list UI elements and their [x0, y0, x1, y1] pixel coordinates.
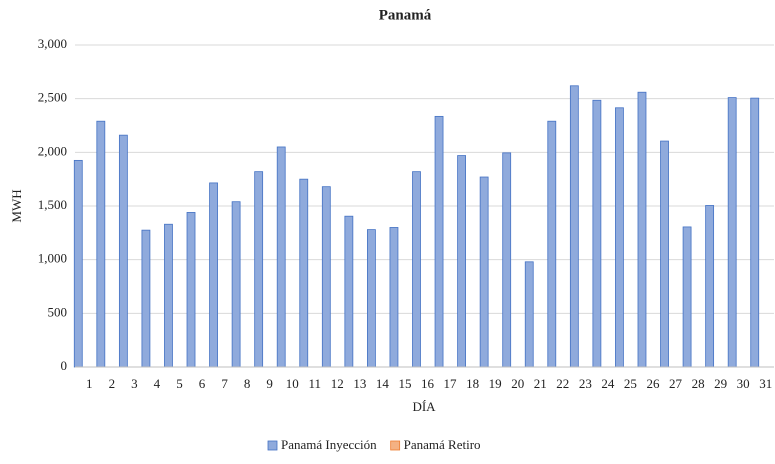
legend-swatch — [390, 440, 401, 451]
x-tick-label: 25 — [624, 376, 637, 391]
y-tick-label: 1,000 — [38, 251, 67, 266]
x-tick-label: 19 — [489, 376, 502, 391]
x-tick-label: 20 — [511, 376, 524, 391]
bar — [412, 171, 421, 368]
bar — [705, 205, 715, 368]
legend-label: Panamá Inyección — [281, 437, 377, 452]
bar — [96, 120, 106, 368]
x-tick-label: 5 — [176, 376, 183, 391]
bar — [637, 91, 647, 368]
bar — [186, 212, 196, 368]
x-tick-label: 31 — [759, 376, 772, 391]
bar — [231, 201, 241, 368]
bar — [164, 223, 173, 368]
bar — [344, 215, 354, 368]
bar — [479, 176, 489, 368]
y-tick-label: 1,500 — [38, 197, 67, 212]
x-tick-label: 11 — [308, 376, 321, 391]
bar — [367, 229, 376, 368]
x-tick-label: 27 — [669, 376, 683, 391]
x-tick-label: 15 — [398, 376, 411, 391]
bar — [299, 178, 309, 368]
y-axis-label: MWH — [9, 189, 24, 222]
bar — [524, 261, 534, 368]
x-tick-label: 12 — [331, 376, 344, 391]
bar — [592, 99, 602, 368]
x-tick-label: 22 — [556, 376, 569, 391]
x-tick-label: 23 — [579, 376, 592, 391]
bar — [254, 171, 264, 368]
x-tick-label: 21 — [534, 376, 547, 391]
x-tick-label: 4 — [154, 376, 161, 391]
x-tick-label: 8 — [244, 376, 251, 391]
y-tick-label: 2,500 — [38, 90, 67, 105]
chart-title: Panamá — [379, 7, 432, 23]
x-tick-label: 28 — [692, 376, 705, 391]
bar — [209, 182, 218, 368]
y-tick-label: 0 — [61, 358, 68, 373]
x-tick-label: 26 — [646, 376, 660, 391]
x-tick-label: 30 — [737, 376, 750, 391]
x-tick-label: 13 — [353, 376, 366, 391]
bar — [73, 159, 83, 368]
x-axis-label: DÍA — [412, 399, 436, 414]
x-tick-label: 3 — [131, 376, 138, 391]
bar — [141, 229, 151, 368]
bar — [502, 152, 512, 368]
x-tick-label: 2 — [109, 376, 116, 391]
x-tick-label: 29 — [714, 376, 727, 391]
bar — [569, 85, 579, 368]
x-tick-label: 1 — [86, 376, 93, 391]
bar — [434, 115, 444, 368]
x-tick-label: 6 — [199, 376, 206, 391]
x-tick-label: 16 — [421, 376, 435, 391]
x-tick-label: 24 — [601, 376, 615, 391]
x-tick-label: 7 — [221, 376, 228, 391]
x-tick-label: 14 — [376, 376, 390, 391]
bar — [321, 186, 331, 368]
x-tick-label: 9 — [266, 376, 273, 391]
y-tick-label: 3,000 — [38, 36, 67, 51]
x-tick-label: 18 — [466, 376, 479, 391]
bar — [276, 146, 286, 368]
legend-label: Panamá Retiro — [404, 437, 481, 452]
bar — [547, 120, 557, 368]
bar — [615, 107, 624, 368]
bar — [660, 140, 669, 368]
bar — [750, 97, 760, 368]
bar — [389, 227, 399, 368]
legend-swatch — [267, 440, 278, 451]
bar — [727, 97, 737, 368]
bar — [682, 226, 692, 368]
x-tick-label: 10 — [286, 376, 299, 391]
y-tick-label: 2,000 — [38, 143, 67, 158]
x-tick-label: 17 — [444, 376, 458, 391]
y-tick-label: 500 — [48, 304, 68, 319]
bar — [118, 134, 128, 368]
bar — [457, 155, 466, 368]
